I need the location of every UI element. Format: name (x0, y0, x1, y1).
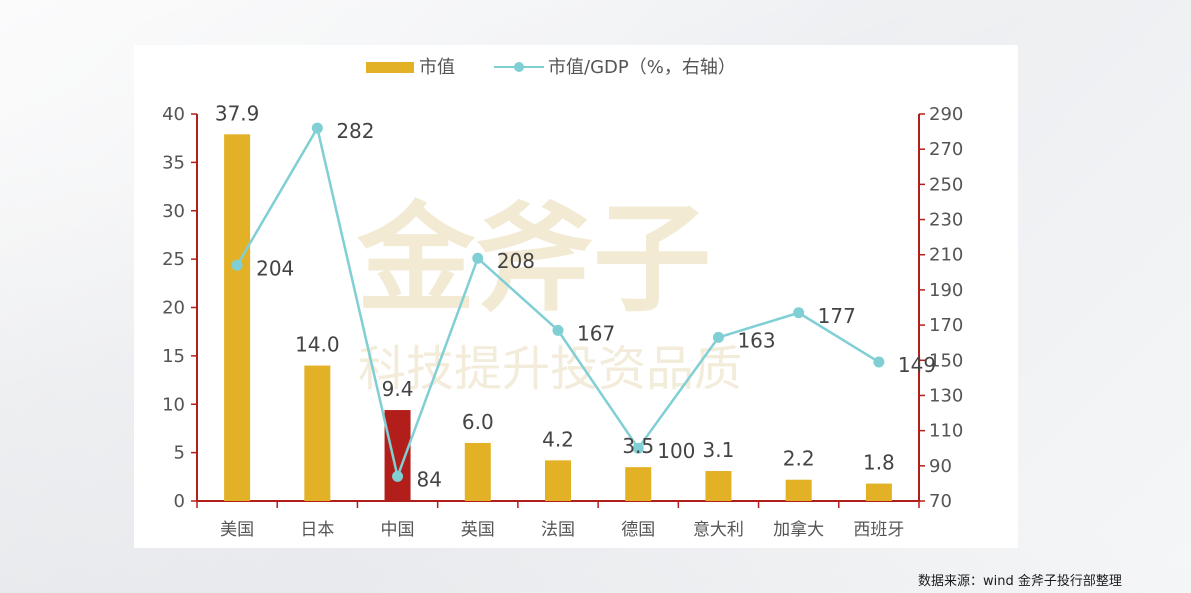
line-value-label: 149 (898, 353, 936, 377)
right-tick-label: 250 (929, 174, 963, 195)
right-tick-label: 110 (929, 421, 963, 442)
bar (865, 483, 892, 501)
line-point (632, 442, 644, 454)
legend: 市值 市值/GDP（%，右轴） (366, 57, 736, 78)
line-point (873, 356, 885, 368)
right-tick-label: 210 (929, 245, 963, 266)
category-label: 加拿大 (773, 519, 824, 540)
right-tick-label: 290 (929, 104, 963, 125)
left-tick-label: 10 (162, 394, 185, 415)
bar-value-label: 6.0 (462, 410, 494, 434)
bars (224, 134, 892, 501)
bar-value-label: 37.9 (215, 101, 260, 125)
line-value-label: 163 (737, 328, 775, 352)
right-tick-label: 70 (929, 491, 952, 512)
left-tick-label: 30 (162, 201, 185, 222)
line-value-label: 84 (417, 467, 442, 491)
bar-value-label: 2.2 (783, 447, 815, 471)
left-tick-label: 40 (162, 104, 185, 125)
bar (384, 410, 411, 501)
bar-value-label: 3.5 (622, 434, 654, 458)
bar-value-label: 4.2 (542, 427, 574, 451)
bar (304, 365, 331, 501)
right-tick-label: 130 (929, 385, 963, 406)
axes: 0 5 10 15 20 25 30 35 40 70 90 110 130 150 170 190 210 23… (162, 104, 963, 540)
source-text: 数据来源：wind 金斧子投行部整理 (918, 574, 1122, 589)
right-tick-label: 150 (929, 350, 963, 371)
chart-card: 金斧子科技提升投资品质 市值 市值/GDP（%，右轴） 0 5 10 15 20 25 30 3… (134, 45, 1018, 548)
right-tick-label: 190 (929, 280, 963, 301)
legend-swatch-bar (366, 62, 414, 73)
left-tick-label: 15 (162, 346, 185, 367)
line-value-label: 208 (497, 249, 535, 273)
bar (785, 479, 812, 501)
right-tick-label: 270 (929, 139, 963, 160)
line-point (231, 259, 243, 271)
line-value-label: 204 (256, 256, 294, 280)
bar (464, 442, 491, 501)
line-point (712, 331, 724, 343)
labels: 37.9 14.0 9.4 6.0 4.2 3.5 3.1 2.2 1.8 204 282 84 208… (215, 101, 936, 491)
line-point (472, 252, 484, 264)
right-tick-label: 170 (929, 315, 963, 336)
bar-value-label: 3.1 (703, 438, 735, 462)
left-tick-label: 20 (162, 298, 185, 319)
left-tick-label: 0 (174, 491, 185, 512)
watermark-sub: 科技提升投资品质 (358, 341, 742, 397)
line-point (392, 470, 404, 482)
legend-marker (514, 62, 524, 72)
line-layer (231, 122, 885, 482)
watermark-main: 金斧子 (356, 190, 711, 328)
left-tick-label: 25 (162, 249, 185, 270)
category-label: 德国 (621, 520, 655, 540)
bar (625, 467, 652, 501)
bar-value-label: 14.0 (295, 333, 340, 357)
line-point (311, 122, 323, 134)
line-point (552, 324, 564, 336)
legend-label-line: 市值/GDP（%，右轴） (548, 57, 736, 78)
bar (224, 134, 251, 501)
bar (545, 460, 571, 501)
category-label: 法国 (541, 520, 575, 540)
line-value-label: 100 (657, 439, 695, 463)
legend-label-bar: 市值 (419, 57, 455, 78)
right-tick-label: 90 (929, 456, 952, 477)
bar-value-label: 1.8 (863, 451, 895, 475)
bar-value-label: 9.4 (382, 377, 414, 401)
line-value-label: 177 (818, 304, 856, 328)
category-label: 西班牙 (853, 520, 904, 540)
line-value-label: 282 (336, 119, 374, 143)
left-tick-label: 35 (162, 152, 185, 173)
category-label: 日本 (300, 520, 334, 540)
line-value-label: 167 (577, 321, 615, 345)
category-label: 美国 (220, 520, 254, 540)
left-tick-label: 5 (174, 443, 185, 464)
right-tick-label: 230 (929, 210, 963, 231)
category-label: 中国 (381, 520, 415, 540)
category-label: 意大利 (693, 520, 744, 540)
bar (705, 471, 732, 501)
line-point (793, 307, 805, 319)
category-label: 英国 (461, 520, 495, 540)
